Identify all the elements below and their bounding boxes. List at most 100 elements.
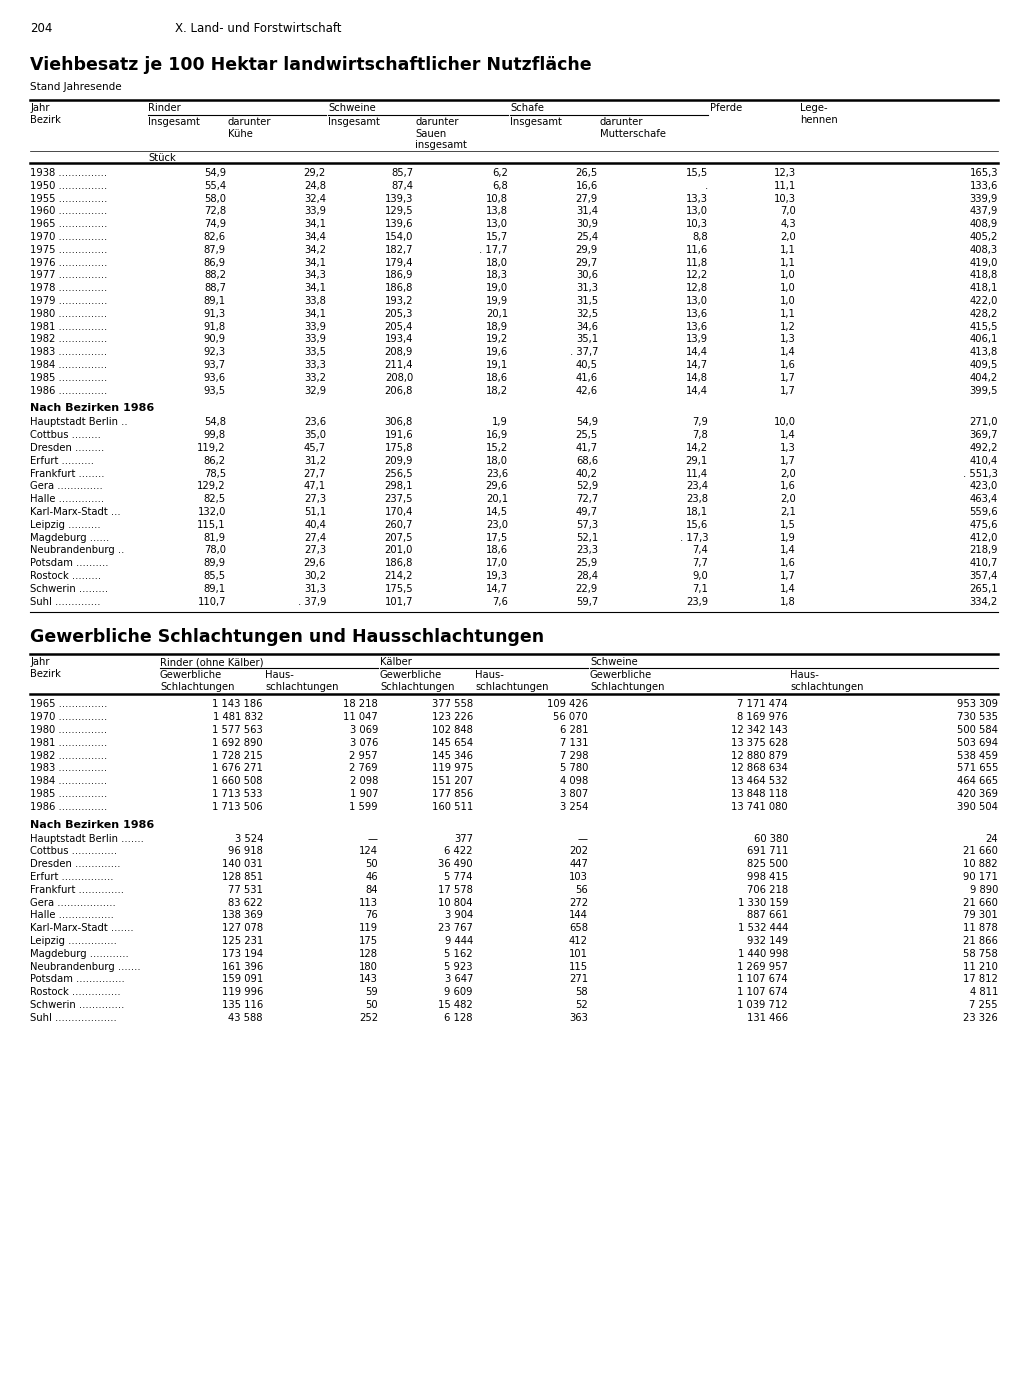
Text: Leipzig ..........: Leipzig ..........	[30, 520, 100, 530]
Text: 49,7: 49,7	[575, 506, 598, 518]
Text: Gewerbliche
Schlachtungen: Gewerbliche Schlachtungen	[160, 670, 234, 693]
Text: 131 466: 131 466	[746, 1013, 788, 1023]
Text: 206,8: 206,8	[385, 386, 413, 396]
Text: 14,4: 14,4	[686, 386, 708, 396]
Text: 33,3: 33,3	[304, 360, 326, 369]
Text: 1983 ...............: 1983 ...............	[30, 347, 108, 357]
Text: 15 482: 15 482	[438, 1000, 473, 1010]
Text: Jahr
Bezirk: Jahr Bezirk	[30, 104, 60, 125]
Text: 410,7: 410,7	[970, 558, 998, 568]
Text: Gera ..................: Gera ..................	[30, 898, 116, 908]
Text: 129,2: 129,2	[198, 481, 226, 491]
Text: 30,2: 30,2	[304, 571, 326, 581]
Text: 1 577 563: 1 577 563	[212, 725, 263, 734]
Text: 418,1: 418,1	[970, 283, 998, 294]
Text: 406,1: 406,1	[970, 334, 998, 344]
Text: 6 422: 6 422	[444, 846, 473, 856]
Text: 72,8: 72,8	[204, 207, 226, 217]
Text: 54,8: 54,8	[204, 417, 226, 428]
Text: 7 131: 7 131	[559, 737, 588, 748]
Text: 160 511: 160 511	[432, 802, 473, 811]
Text: 412: 412	[569, 936, 588, 946]
Text: 113: 113	[359, 898, 378, 908]
Text: 132,0: 132,0	[198, 506, 226, 518]
Text: 7,9: 7,9	[692, 417, 708, 428]
Text: 34,1: 34,1	[304, 309, 326, 319]
Text: 1,9: 1,9	[780, 533, 796, 543]
Text: 28,4: 28,4	[575, 571, 598, 581]
Text: Nach Bezirken 1986: Nach Bezirken 1986	[30, 403, 155, 413]
Text: 1980 ...............: 1980 ...............	[30, 725, 108, 734]
Text: 207,5: 207,5	[384, 533, 413, 543]
Text: Schwerin ..............: Schwerin ..............	[30, 1000, 124, 1010]
Text: 3 647: 3 647	[444, 974, 473, 985]
Text: Dresden .........: Dresden .........	[30, 443, 104, 453]
Text: 211,4: 211,4	[384, 360, 413, 369]
Text: 18,6: 18,6	[485, 546, 508, 555]
Text: 1 269 957: 1 269 957	[737, 961, 788, 971]
Text: 93,7: 93,7	[204, 360, 226, 369]
Text: 418,8: 418,8	[970, 270, 998, 280]
Text: 52: 52	[575, 1000, 588, 1010]
Text: 265,1: 265,1	[970, 583, 998, 593]
Text: 306,8: 306,8	[385, 417, 413, 428]
Text: 89,1: 89,1	[204, 297, 226, 306]
Text: 408,9: 408,9	[970, 220, 998, 229]
Text: 559,6: 559,6	[970, 506, 998, 518]
Text: 1986 ...............: 1986 ...............	[30, 802, 108, 811]
Text: 12,3: 12,3	[774, 168, 796, 178]
Text: 109 426: 109 426	[547, 700, 588, 709]
Text: 15,6: 15,6	[686, 520, 708, 530]
Text: 11 210: 11 210	[964, 961, 998, 971]
Text: 85,5: 85,5	[204, 571, 226, 581]
Text: 3 069: 3 069	[349, 725, 378, 734]
Text: 13,6: 13,6	[686, 309, 708, 319]
Text: 34,1: 34,1	[304, 283, 326, 294]
Text: Karl-Marx-Stadt ...: Karl-Marx-Stadt ...	[30, 506, 121, 518]
Text: 33,9: 33,9	[304, 334, 326, 344]
Text: 23 767: 23 767	[438, 923, 473, 933]
Text: 19,1: 19,1	[485, 360, 508, 369]
Text: 40,2: 40,2	[575, 469, 598, 478]
Text: 12,8: 12,8	[686, 283, 708, 294]
Text: 1,7: 1,7	[780, 456, 796, 466]
Text: Haus-
schlachtungen: Haus- schlachtungen	[265, 670, 339, 693]
Text: 825 500: 825 500	[746, 859, 788, 869]
Text: 390 504: 390 504	[957, 802, 998, 811]
Text: . 551,3: . 551,3	[964, 469, 998, 478]
Text: 1979 ...............: 1979 ...............	[30, 297, 108, 306]
Text: Hauptstadt Berlin .......: Hauptstadt Berlin .......	[30, 834, 144, 844]
Text: 128 851: 128 851	[222, 872, 263, 881]
Text: 90,9: 90,9	[204, 334, 226, 344]
Text: 31,2: 31,2	[304, 456, 326, 466]
Text: 256,5: 256,5	[384, 469, 413, 478]
Text: 182,7: 182,7	[384, 245, 413, 255]
Text: 83 622: 83 622	[228, 898, 263, 908]
Text: 50: 50	[366, 859, 378, 869]
Text: 31,4: 31,4	[575, 207, 598, 217]
Text: . 37,9: . 37,9	[298, 596, 326, 607]
Text: 13 375 628: 13 375 628	[731, 737, 788, 748]
Text: 13,0: 13,0	[486, 220, 508, 229]
Text: 33,9: 33,9	[304, 322, 326, 332]
Text: 447: 447	[569, 859, 588, 869]
Text: 420 369: 420 369	[957, 789, 998, 799]
Text: 23,3: 23,3	[575, 546, 598, 555]
Text: 177 856: 177 856	[432, 789, 473, 799]
Text: 139,6: 139,6	[384, 220, 413, 229]
Text: 10,3: 10,3	[774, 193, 796, 204]
Text: Potsdam ..........: Potsdam ..........	[30, 558, 109, 568]
Text: Stand Jahresende: Stand Jahresende	[30, 83, 122, 92]
Text: 119 975: 119 975	[432, 764, 473, 774]
Text: 22,9: 22,9	[575, 583, 598, 593]
Text: Jahr
Bezirk: Jahr Bezirk	[30, 658, 60, 679]
Text: Rostock ...............: Rostock ...............	[30, 988, 121, 997]
Text: 6 128: 6 128	[444, 1013, 473, 1023]
Text: —: —	[578, 834, 588, 844]
Text: 186,9: 186,9	[384, 270, 413, 280]
Text: 34,1: 34,1	[304, 257, 326, 267]
Text: Gewerbliche
Schlachtungen: Gewerbliche Schlachtungen	[380, 670, 455, 693]
Text: 17 578: 17 578	[438, 884, 473, 895]
Text: 23 326: 23 326	[964, 1013, 998, 1023]
Text: 1,4: 1,4	[780, 347, 796, 357]
